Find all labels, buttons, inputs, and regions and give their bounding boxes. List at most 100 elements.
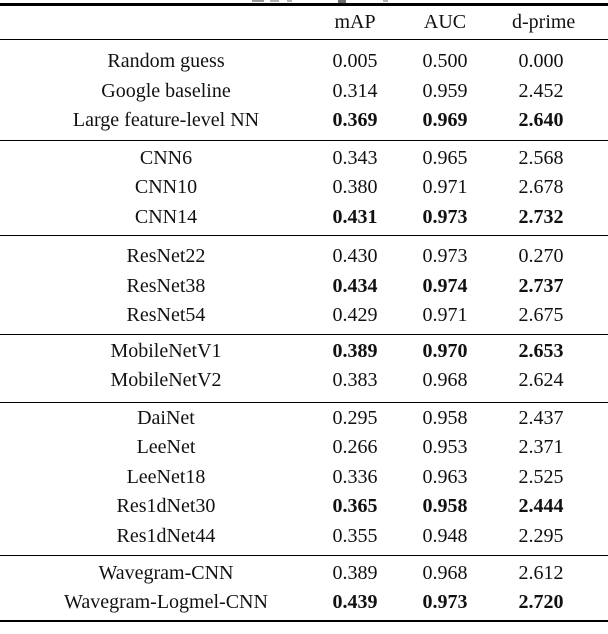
table-row: Wavegram-Logmel-CNN 0.439 0.973 2.720 — [0, 588, 608, 618]
metric-value: 2.640 — [518, 109, 564, 131]
metric-value: 2.720 — [518, 591, 564, 613]
metric-value: 0.270 — [518, 245, 564, 267]
table-group: ResNet22 0.430 0.973 0.270 ResNet38 0.434 0.97… — [0, 236, 608, 335]
model-name: Wavegram-Logmel-CNN — [64, 591, 268, 613]
metric-value: 0.369 — [332, 109, 378, 131]
table-row: MobileNetV1 0.389 0.970 2.653 — [0, 337, 608, 367]
metric-value: 2.437 — [518, 406, 564, 429]
metric-value: 0.958 — [422, 495, 468, 517]
model-name: MobileNetV2 — [110, 369, 222, 391]
table-group: MobileNetV1 0.389 0.970 2.653 MobileNetV2 0.3… — [0, 335, 608, 403]
table-row: DaiNet 0.295 0.958 2.437 — [0, 404, 608, 434]
metric-value: 0.355 — [332, 524, 378, 547]
cropped-caption-remnant — [338, 0, 346, 3]
metric-value: 2.653 — [518, 339, 564, 362]
metric-value: 0.430 — [332, 245, 378, 267]
cropped-caption-remnant — [252, 0, 264, 2]
metric-value: 0.953 — [422, 436, 468, 458]
metric-value: 0.429 — [332, 304, 378, 326]
metric-value: 0.500 — [422, 50, 468, 72]
table-row: CNN14 0.431 0.973 2.732 — [0, 203, 608, 233]
metric-value: 0.970 — [422, 339, 468, 362]
model-name: DaiNet — [137, 406, 195, 429]
metric-value: 2.737 — [518, 274, 564, 297]
metric-value: 0.314 — [332, 79, 378, 102]
table-row: ResNet54 0.429 0.971 2.675 — [0, 301, 608, 331]
metric-value: 0.380 — [332, 176, 378, 198]
model-name: CNN14 — [134, 205, 198, 228]
metric-value: 0.434 — [332, 274, 378, 297]
metric-value: 0.383 — [332, 369, 378, 391]
model-name: Large feature-level NN — [72, 109, 260, 131]
model-name: Wavegram-CNN — [98, 561, 234, 584]
cropped-caption-remnant — [270, 0, 279, 2]
model-name: Res1dNet30 — [116, 495, 216, 517]
model-name: ResNet38 — [126, 274, 206, 297]
metric-value: 0.431 — [332, 205, 378, 228]
model-name: ResNet22 — [126, 245, 206, 267]
table-group: CNN6 0.343 0.965 2.568 CNN10 0.380 0.971 2.678 C… — [0, 141, 608, 236]
metric-value: 0.968 — [422, 369, 468, 391]
table-row: LeeNet 0.266 0.953 2.371 — [0, 433, 608, 463]
model-name: Google baseline — [101, 79, 231, 102]
column-header-auc: AUC — [423, 10, 467, 33]
metric-value: 0.963 — [422, 465, 468, 488]
table-row: CNN6 0.343 0.965 2.568 — [0, 144, 608, 174]
cropped-caption-remnant — [287, 0, 292, 2]
column-header-map: mAP — [334, 10, 376, 33]
metric-value: 0.948 — [422, 524, 468, 547]
metric-value: 0.000 — [518, 50, 564, 72]
metric-value: 2.444 — [518, 495, 564, 517]
metric-value: 2.678 — [518, 176, 564, 198]
model-name: Res1dNet44 — [116, 524, 216, 547]
column-header-dprime: d-prime — [512, 10, 576, 33]
metric-value: 2.675 — [518, 304, 564, 326]
table-header-row: mAP AUC d-prime — [0, 6, 608, 40]
table-body: Random guess 0.005 0.500 0.000 Google baseli… — [0, 40, 608, 620]
metric-value: 0.968 — [422, 561, 468, 584]
table-row: Wavegram-CNN 0.389 0.968 2.612 — [0, 559, 608, 589]
metric-value: 0.365 — [332, 495, 378, 517]
table-group: Wavegram-CNN 0.389 0.968 2.612 Wavegram-Logm… — [0, 556, 608, 620]
model-name: LeeNet18 — [126, 465, 206, 488]
model-name: ResNet54 — [126, 304, 206, 326]
model-name: MobileNetV1 — [110, 339, 222, 362]
metric-value: 0.389 — [332, 339, 378, 362]
table-row: LeeNet18 0.336 0.963 2.525 — [0, 463, 608, 493]
metric-value: 2.732 — [518, 205, 564, 228]
metric-value: 0.973 — [422, 591, 468, 613]
metric-value: 0.295 — [332, 406, 378, 429]
metric-value: 0.969 — [422, 109, 468, 131]
cropped-caption-remnant — [383, 0, 388, 2]
model-name: CNN6 — [139, 146, 193, 169]
metric-value: 0.005 — [332, 50, 378, 72]
table-top-rule — [0, 3, 608, 6]
table-row: Google baseline 0.314 0.959 2.452 — [0, 77, 608, 107]
metric-value: 0.389 — [332, 561, 378, 584]
metric-value: 2.612 — [518, 561, 564, 584]
model-name: LeeNet — [136, 436, 196, 458]
model-name: Random guess — [107, 50, 225, 72]
metric-value: 0.336 — [332, 465, 378, 488]
metric-value: 2.525 — [518, 465, 564, 488]
table-bottom-rule — [0, 619, 608, 622]
metric-value: 0.965 — [422, 146, 468, 169]
metric-value: 0.973 — [422, 245, 468, 267]
metric-value: 0.343 — [332, 146, 378, 169]
table-row: CNN10 0.380 0.971 2.678 — [0, 173, 608, 203]
metric-value: 2.452 — [518, 79, 564, 102]
metric-value: 2.295 — [518, 524, 564, 547]
table-row: Random guess 0.005 0.500 0.000 — [0, 47, 608, 77]
model-name: CNN10 — [134, 176, 198, 198]
metric-value: 0.958 — [422, 406, 468, 429]
metric-value: 2.624 — [518, 369, 564, 391]
metric-value: 2.371 — [518, 436, 564, 458]
table-row: MobileNetV2 0.383 0.968 2.624 — [0, 366, 608, 396]
table-row: ResNet38 0.434 0.974 2.737 — [0, 272, 608, 302]
table-row: Res1dNet30 0.365 0.958 2.444 — [0, 492, 608, 522]
metric-value: 2.568 — [518, 146, 564, 169]
metric-value: 0.971 — [422, 304, 468, 326]
table-row: Large feature-level NN 0.369 0.969 2.640 — [0, 106, 608, 136]
metric-value: 0.971 — [422, 176, 468, 198]
